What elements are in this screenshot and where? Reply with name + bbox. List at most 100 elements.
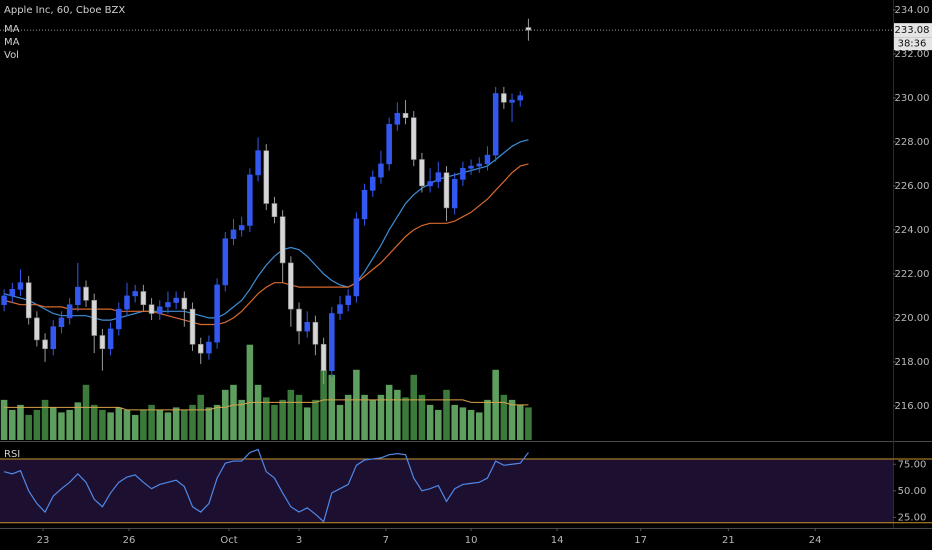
volume-bar [385, 384, 393, 440]
volume-bar [320, 369, 327, 440]
volume-bar [516, 404, 524, 440]
volume-bar [148, 404, 155, 440]
candle-body [279, 216, 286, 264]
volume-bar [312, 399, 319, 440]
volume-bar [303, 407, 311, 440]
y-tick-label: 226.00 [895, 181, 930, 192]
candle-body [148, 304, 155, 314]
volume-bar [222, 389, 229, 440]
volume-bar [484, 399, 491, 440]
candle-body [410, 117, 417, 160]
x-tick-label: 7 [383, 535, 389, 546]
volume-bar [475, 412, 483, 440]
candle-body [116, 308, 122, 330]
candle-body [312, 321, 319, 345]
x-tick-label: 3 [296, 535, 302, 546]
volume-bar [181, 409, 188, 440]
volume-bar [164, 412, 172, 440]
candle-body [25, 282, 32, 319]
volume-bar [402, 397, 409, 440]
volume-bar [328, 374, 336, 440]
volume-bar [410, 374, 418, 440]
volume-bar [467, 409, 475, 440]
candle-body [329, 313, 335, 372]
candle-body [492, 93, 499, 156]
candle-body [402, 113, 409, 119]
volume-bar [287, 389, 295, 440]
candle-body [501, 93, 507, 103]
candle-body [255, 150, 261, 176]
candle-body [370, 176, 376, 191]
volume-bar [418, 394, 426, 440]
volume-bar [361, 394, 368, 440]
candle-body [517, 95, 523, 101]
volume-bar [295, 394, 303, 440]
volume-bar [443, 389, 450, 440]
volume-bar [66, 409, 73, 440]
candle-body [1, 295, 7, 305]
volume-bar [459, 407, 467, 440]
volume-bar [508, 399, 516, 440]
candle-body [247, 174, 253, 226]
rsi-line [3, 448, 529, 523]
volume-bar [353, 369, 360, 440]
countdown-label: 38:36 [898, 39, 927, 50]
candle-body [206, 341, 212, 354]
y-tick-label: 222.00 [895, 269, 930, 280]
candle-body [9, 288, 16, 297]
y-tick-label: 232.00 [895, 49, 930, 60]
x-tick-label: 14 [551, 535, 564, 546]
candle-body [124, 295, 130, 310]
volume-bar [377, 394, 385, 440]
candle-body [296, 308, 302, 332]
volume-bar [344, 394, 352, 440]
candle-body [468, 165, 474, 169]
candle-body [99, 335, 106, 349]
last-price-tag [894, 23, 932, 38]
x-tick-label: 21 [722, 535, 735, 546]
x-tick-label: 24 [809, 535, 822, 546]
legend-entry: MA [4, 24, 20, 35]
volume-bar [131, 414, 139, 440]
candle-body [451, 179, 458, 209]
marks: 216.00 218.00 220.00 222.00 224.00 226.00 228.… [0, 5, 932, 546]
candle-body [361, 190, 368, 220]
candle-body [132, 291, 138, 297]
volume-bar [525, 407, 532, 440]
volume-bar [279, 399, 286, 440]
candle-body [107, 328, 114, 349]
volume-bar [0, 399, 8, 440]
x-tick-label: Oct [220, 535, 237, 546]
volume-bar [9, 409, 16, 440]
candle-body [509, 99, 515, 103]
volume-bar [172, 407, 180, 440]
x-tick-label: 26 [123, 535, 136, 546]
volume-bar [25, 414, 32, 440]
y-tick-label: 224.00 [895, 225, 930, 236]
volume-bar [435, 409, 442, 440]
volume-bar [213, 404, 221, 440]
candle-body [17, 282, 24, 290]
volume-bar [33, 409, 41, 440]
volume-bar [90, 404, 98, 440]
candle-body [378, 163, 384, 178]
volume-bar [254, 384, 262, 440]
volume-bar [99, 409, 106, 440]
candle-body [476, 163, 483, 167]
x-tick-label: 23 [37, 535, 50, 546]
candle-body [197, 343, 204, 354]
candle-body [288, 262, 294, 310]
candle-body [419, 159, 425, 187]
y-tick-label: 228.00 [895, 137, 930, 148]
legend-entry: MA [4, 37, 20, 48]
candle-body [140, 291, 147, 305]
rsi-y-tick-label: 25.00 [898, 512, 927, 523]
candle-body [435, 172, 442, 182]
volume-bar [426, 404, 434, 440]
volume-bar [115, 407, 123, 440]
volume-bar [336, 404, 344, 440]
volume-bar [500, 394, 508, 440]
candle-body [271, 203, 278, 217]
